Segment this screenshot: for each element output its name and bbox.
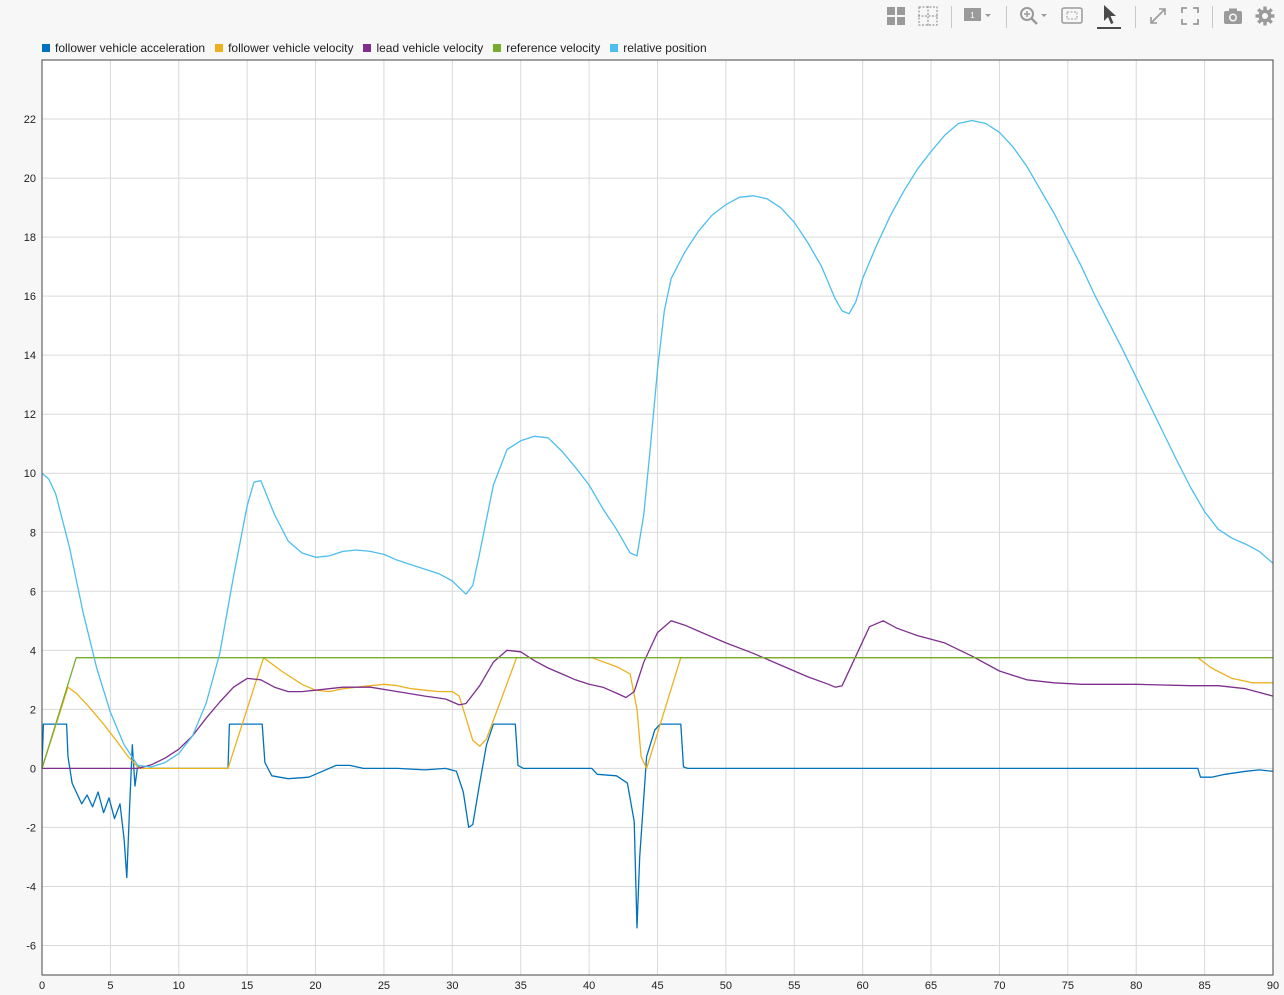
x-tick-label: 30 [446,980,458,992]
select-pointer-icon [1097,5,1121,29]
series-line-reference-velocity [41,657,1273,769]
legend-item[interactable]: lead vehicle velocity [363,41,483,55]
legend-label: follower vehicle acceleration [55,41,206,55]
x-tick-label: 65 [925,980,937,992]
y-tick-label: -6 [26,940,36,952]
y-tick-label: 18 [24,232,36,244]
y-tick-label: -4 [26,881,36,893]
y-tick-label: 0 [30,763,36,775]
legend-item[interactable]: follower vehicle acceleration [42,41,205,55]
legend-swatch [215,44,224,52]
plot-border [41,59,1274,976]
settings-gear-icon [1255,6,1275,26]
legend-swatch [610,44,619,52]
toolbar-separator [1212,6,1213,28]
y-tick-label: 16 [24,291,36,303]
x-tick-label: 45 [651,980,663,992]
plot-toolbar: 1 [0,0,1284,34]
legend: follower vehicle acceleration follower ve… [42,40,717,56]
cursor-grid-icon [918,6,938,26]
y-tick-label: 14 [24,350,36,362]
svg-text:1: 1 [970,11,975,20]
legend-item[interactable]: follower vehicle velocity [215,41,353,55]
legend-label: follower vehicle velocity [228,41,354,55]
layout-grid-button[interactable] [886,3,906,29]
x-tick-labels: 0 5 10 15 20 25 30 35 40 45 50 55 60 65 70 75 80 85 90 [39,980,1279,992]
x-tick-label: 15 [241,980,253,992]
snapshot-camera-icon [1224,8,1242,24]
series-lines [41,119,1274,929]
y-tick-label: 20 [24,173,36,185]
y-tick-label: 12 [24,409,36,421]
fit-to-view-icon [1061,7,1083,24]
fullscreen-icon [1181,7,1199,25]
data-tips-menu-icon: 1 [964,8,991,21]
series-line-follower-vehicle-velocity [41,657,1273,770]
data-tips-menu-button[interactable]: 1 [963,3,993,29]
toolbar-separator [1135,6,1136,28]
select-pointer-button[interactable] [1096,3,1122,29]
y-tick-label: 10 [24,468,36,480]
legend-label: relative position [623,41,707,55]
y-tick-label: 8 [30,527,36,539]
zoom-menu-button[interactable] [1019,3,1049,29]
x-tick-label: 25 [378,980,390,992]
toolbar-separator [951,6,952,28]
series-line-lead-vehicle-velocity [42,620,1274,770]
legend-label: reference velocity [506,41,601,55]
x-tick-label: 90 [1267,980,1279,992]
y-tick-label: -2 [26,822,36,834]
y-tick-label: 6 [30,586,36,598]
legend-item[interactable]: reference velocity [493,41,600,55]
x-tick-label: 35 [515,980,527,992]
expand-arrows-button[interactable] [1148,3,1168,29]
settings-gear-button[interactable] [1255,3,1275,29]
expand-arrows-icon [1150,8,1166,24]
x-tick-label: 10 [173,980,185,992]
x-tick-label: 70 [993,980,1005,992]
series-line-follower-vehicle-acceleration [41,723,1274,929]
legend-item[interactable]: relative position [610,41,707,55]
x-tick-label: 0 [39,980,45,992]
toolbar-separator [1006,6,1007,28]
legend-label: lead vehicle velocity [376,41,484,55]
x-tick-label: 20 [309,980,321,992]
legend-swatch [363,44,372,52]
x-tick-label: 60 [857,980,869,992]
x-tick-label: 40 [583,980,595,992]
x-tick-label: 75 [1062,980,1074,992]
fullscreen-button[interactable] [1181,3,1199,29]
x-tick-label: 85 [1198,980,1210,992]
x-tick-label: 5 [107,980,113,992]
legend-swatch [42,44,50,52]
series-line-relative-position [41,119,1274,768]
x-tick-label: 55 [788,980,800,992]
legend-swatch [493,44,502,52]
y-tick-labels: -6 -4 -2 0 2 4 6 8 10 12 14 16 18 20 22 [24,114,36,952]
cursor-grid-button[interactable] [918,3,938,29]
zoom-menu-icon [1020,7,1047,25]
fit-to-view-button[interactable] [1061,3,1083,29]
y-tick-label: 4 [30,645,36,657]
layout-grid-icon [887,7,905,25]
y-tick-label: 22 [24,114,36,126]
x-tick-label: 50 [720,980,732,992]
y-tick-label: 2 [30,704,36,716]
x-tick-label: 80 [1130,980,1142,992]
snapshot-camera-button[interactable] [1223,3,1243,29]
